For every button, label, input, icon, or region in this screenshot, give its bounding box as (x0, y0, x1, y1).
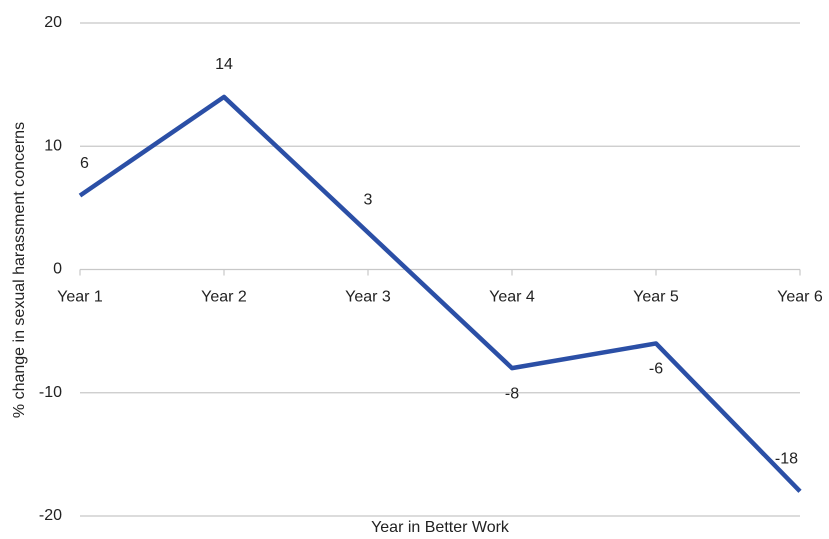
data-label: 6 (80, 155, 89, 172)
y-axis-title: % change in sexual harassment concerns (11, 122, 28, 418)
data-label: 14 (215, 56, 233, 73)
data-label: -6 (649, 361, 663, 378)
y-tick-label: -20 (39, 507, 62, 524)
x-axis-title: Year in Better Work (371, 519, 510, 536)
data-line (78, 94, 802, 493)
x-tick-label: Year 4 (489, 289, 535, 306)
x-tick-label: Year 5 (633, 289, 679, 306)
x-tick-label: Year 1 (57, 289, 103, 306)
x-tick-label: Year 2 (201, 289, 247, 306)
data-label: -18 (775, 451, 798, 468)
x-tick-label: Year 3 (345, 289, 391, 306)
data-label: 3 (364, 192, 373, 209)
y-tick-label: -10 (39, 384, 62, 401)
y-tick-label: 20 (44, 14, 62, 31)
y-tick-label: 10 (44, 137, 62, 154)
y-tick-label: 0 (53, 261, 62, 278)
x-tick-label: Year 6 (777, 289, 823, 306)
data-label: -8 (505, 385, 519, 402)
